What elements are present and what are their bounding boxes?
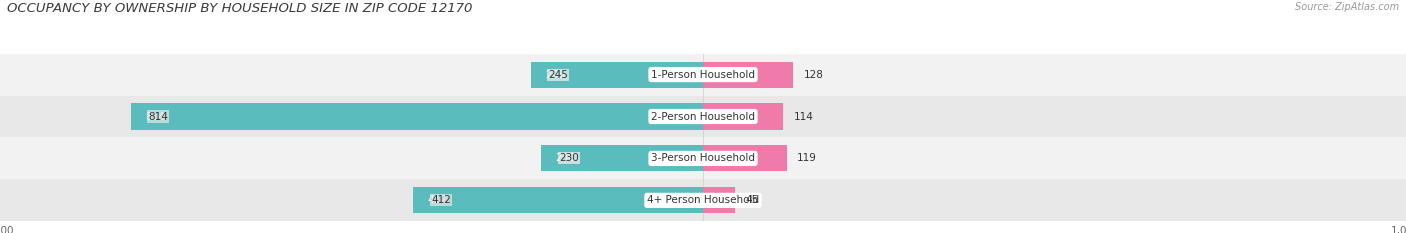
Text: OCCUPANCY BY OWNERSHIP BY HOUSEHOLD SIZE IN ZIP CODE 12170: OCCUPANCY BY OWNERSHIP BY HOUSEHOLD SIZE… <box>7 2 472 15</box>
Text: 412: 412 <box>430 195 451 205</box>
Text: 814: 814 <box>145 112 165 121</box>
Text: Source: ZipAtlas.com: Source: ZipAtlas.com <box>1295 2 1399 12</box>
Bar <box>541 145 703 171</box>
Bar <box>703 187 734 213</box>
Text: 245: 245 <box>548 70 568 79</box>
Text: 814: 814 <box>148 112 169 121</box>
Text: 4+ Person Household: 4+ Person Household <box>647 195 759 205</box>
Bar <box>413 187 703 213</box>
Bar <box>703 103 783 130</box>
Text: 230: 230 <box>555 154 575 163</box>
Text: 412: 412 <box>427 195 447 205</box>
Bar <box>703 62 793 88</box>
Text: 2-Person Household: 2-Person Household <box>651 112 755 121</box>
Text: 230: 230 <box>560 154 579 163</box>
Text: 114: 114 <box>793 112 814 121</box>
Bar <box>0 96 1406 137</box>
Text: 119: 119 <box>797 154 817 163</box>
Bar <box>531 62 703 88</box>
Text: 3-Person Household: 3-Person Household <box>651 154 755 163</box>
Text: 245: 245 <box>546 70 565 79</box>
Bar <box>0 179 1406 221</box>
Bar <box>0 54 1406 96</box>
Text: 128: 128 <box>804 70 824 79</box>
Bar <box>0 137 1406 179</box>
Bar <box>131 103 703 130</box>
Text: 1-Person Household: 1-Person Household <box>651 70 755 79</box>
Bar <box>703 145 787 171</box>
Text: 45: 45 <box>745 195 758 205</box>
